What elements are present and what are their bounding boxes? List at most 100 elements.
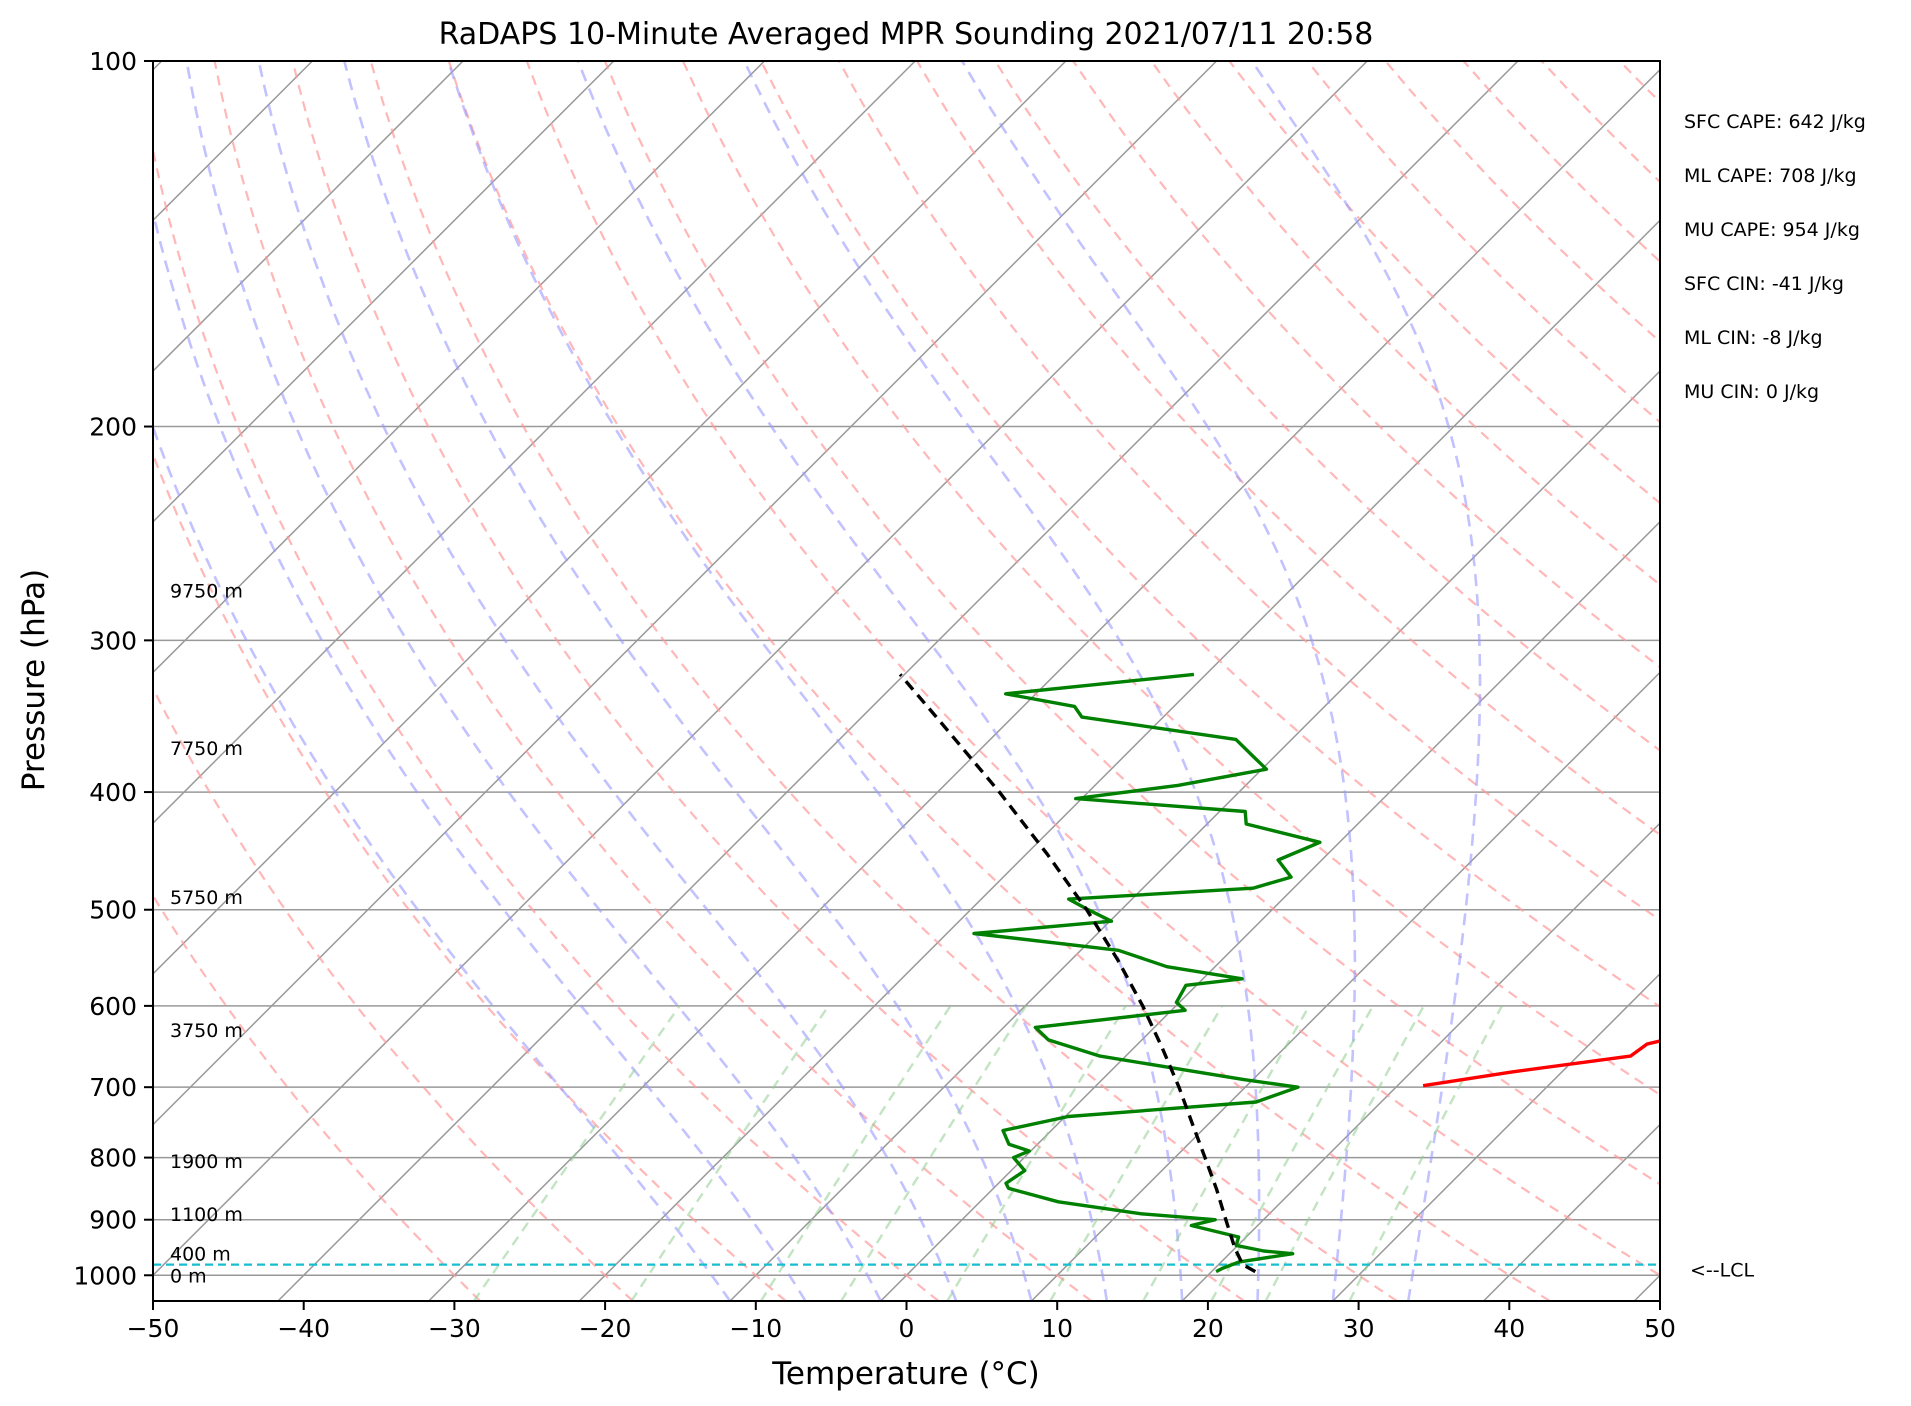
index-text: ML CIN: -8 J/kg bbox=[1684, 327, 1823, 349]
moist-adiabat-line bbox=[447, 61, 1109, 1301]
isotherm-line bbox=[578, 219, 1660, 1301]
height-label: 400 m bbox=[170, 1244, 231, 1266]
dry-adiabat-line bbox=[1150, 61, 1660, 587]
isotherm-line bbox=[880, 520, 1660, 1301]
mixing-ratio-line bbox=[1142, 1005, 1311, 1301]
dry-adiabat-line bbox=[525, 61, 1660, 1277]
mixing-ratio-line bbox=[840, 1005, 1028, 1301]
dewpoint-line bbox=[972, 672, 1322, 1274]
dry-adiabat-line bbox=[1072, 61, 1660, 669]
isotherm-line bbox=[277, 61, 1519, 1301]
index-text: MU CIN: 0 J/kg bbox=[1684, 381, 1819, 403]
height-label: 0 m bbox=[170, 1265, 207, 1287]
dry-adiabat-line bbox=[153, 145, 940, 1301]
isotherm-line bbox=[153, 61, 766, 674]
moist-adiabat-line bbox=[153, 207, 807, 1301]
dry-adiabat-line bbox=[1462, 61, 1660, 263]
chart-title: RaDAPS 10-Minute Averaged MPR Sounding 2… bbox=[439, 17, 1374, 52]
x-tick-label: 50 bbox=[1644, 1314, 1676, 1343]
moist-adiabat-line bbox=[1250, 61, 1482, 1301]
dry-adiabat-line bbox=[1384, 61, 1660, 344]
isotherm-line bbox=[153, 61, 1067, 975]
y-tick-label: 700 bbox=[89, 1073, 137, 1102]
y-axis-label: Pressure (hPa) bbox=[16, 569, 52, 791]
x-tick-label: −30 bbox=[428, 1314, 481, 1343]
dry-adiabat-line bbox=[1540, 61, 1660, 184]
index-text: ML CAPE: 708 J/kg bbox=[1684, 165, 1857, 187]
x-tick-label: −40 bbox=[277, 1314, 330, 1343]
x-tick-label: 30 bbox=[1343, 1314, 1375, 1343]
moist-adiabat-line bbox=[743, 61, 1261, 1301]
moist-adiabat-line bbox=[153, 423, 732, 1301]
temperature-line bbox=[1422, 1039, 1660, 1088]
index-text: MU CAPE: 954 J/kg bbox=[1684, 219, 1860, 241]
moist-adiabat-line bbox=[185, 61, 882, 1301]
isotherm-line bbox=[1332, 972, 1660, 1301]
moist-adiabat-line bbox=[960, 61, 1357, 1301]
mixing-ratio-line bbox=[1210, 1005, 1375, 1301]
dry-adiabat-line bbox=[153, 686, 634, 1301]
indices-panel: SFC CAPE: 642 J/kg ML CAPE: 708 J/kg MU CA… bbox=[1684, 111, 1866, 403]
dry-adiabat-line bbox=[447, 61, 1551, 1301]
dry-adiabat-line bbox=[153, 451, 787, 1301]
dry-adiabat-line bbox=[681, 61, 1660, 1097]
dry-adiabat-line bbox=[1698, 61, 1911, 1301]
dry-adiabat-line bbox=[213, 61, 1093, 1301]
x-tick-label: 40 bbox=[1493, 1314, 1525, 1343]
isotherm-line bbox=[153, 61, 916, 825]
y-tick-label: 800 bbox=[89, 1144, 137, 1173]
height-label: 5750 m bbox=[170, 887, 243, 909]
dry-adiabat-line bbox=[760, 61, 1660, 1009]
isotherm-line bbox=[0, 61, 11, 1301]
y-tick-label: 300 bbox=[89, 626, 137, 655]
x-axis-label: Temperature (°C) bbox=[771, 1356, 1040, 1392]
dry-adiabat-line bbox=[1306, 61, 1660, 424]
mixing-ratio-line bbox=[1264, 1005, 1425, 1301]
x-tick-label: −50 bbox=[127, 1314, 180, 1343]
isotherm-line bbox=[428, 68, 1660, 1301]
y-axis: 100 200 300 400 500 600 700 800 900 1000 bbox=[73, 47, 153, 1290]
x-tick-label: 10 bbox=[1041, 1314, 1073, 1343]
mixing-ratio-line bbox=[630, 1005, 830, 1301]
isotherm-line bbox=[153, 61, 1218, 1126]
dry-adiabat-line bbox=[153, 893, 481, 1301]
dry-adiabat-line bbox=[369, 61, 1398, 1301]
y-tick-label: 400 bbox=[89, 778, 137, 807]
index-text: SFC CAPE: 642 J/kg bbox=[1684, 111, 1866, 133]
x-tick-label: 20 bbox=[1192, 1314, 1224, 1343]
isotherm-line bbox=[1030, 671, 1660, 1301]
dry-adiabat-line bbox=[603, 61, 1660, 1186]
height-label: 1100 m bbox=[170, 1204, 243, 1226]
background-lines bbox=[0, 61, 1911, 1301]
x-axis: −50 −40 −30 −20 −10 0 10 20 30 40 50 bbox=[127, 1301, 1676, 1343]
x-tick-label: −20 bbox=[579, 1314, 632, 1343]
y-tick-label: 200 bbox=[89, 413, 137, 442]
moist-adiabat-line bbox=[257, 61, 958, 1301]
isotherm-line bbox=[153, 61, 615, 523]
height-label: 3750 m bbox=[170, 1020, 243, 1042]
x-tick-label: −10 bbox=[729, 1314, 782, 1343]
height-label: 7750 m bbox=[170, 738, 243, 760]
series-layer bbox=[153, 672, 1660, 1274]
lcl-label: <--LCL bbox=[1690, 1260, 1754, 1282]
y-tick-label: 600 bbox=[89, 992, 137, 1021]
moist-adiabat-line bbox=[576, 61, 1184, 1301]
x-tick-label: 0 bbox=[899, 1314, 915, 1343]
isotherm-line bbox=[1483, 1123, 1660, 1301]
parcel-line bbox=[898, 673, 1257, 1274]
height-label: 9750 m bbox=[170, 581, 243, 603]
index-text: SFC CIN: -41 J/kg bbox=[1684, 273, 1844, 295]
dry-adiabat-line bbox=[1618, 61, 1660, 104]
isotherm-line bbox=[729, 370, 1660, 1301]
y-tick-label: 900 bbox=[89, 1206, 137, 1235]
y-tick-label: 100 bbox=[89, 47, 137, 76]
mixing-ratio-line bbox=[759, 1005, 952, 1301]
isotherm-line bbox=[1633, 1274, 1660, 1301]
isotherm-line bbox=[1181, 822, 1660, 1301]
isotherm-line bbox=[153, 61, 464, 373]
isotherm-line bbox=[153, 61, 1368, 1277]
mixing-ratio-line bbox=[472, 1005, 681, 1301]
height-label: 1900 m bbox=[170, 1151, 243, 1173]
